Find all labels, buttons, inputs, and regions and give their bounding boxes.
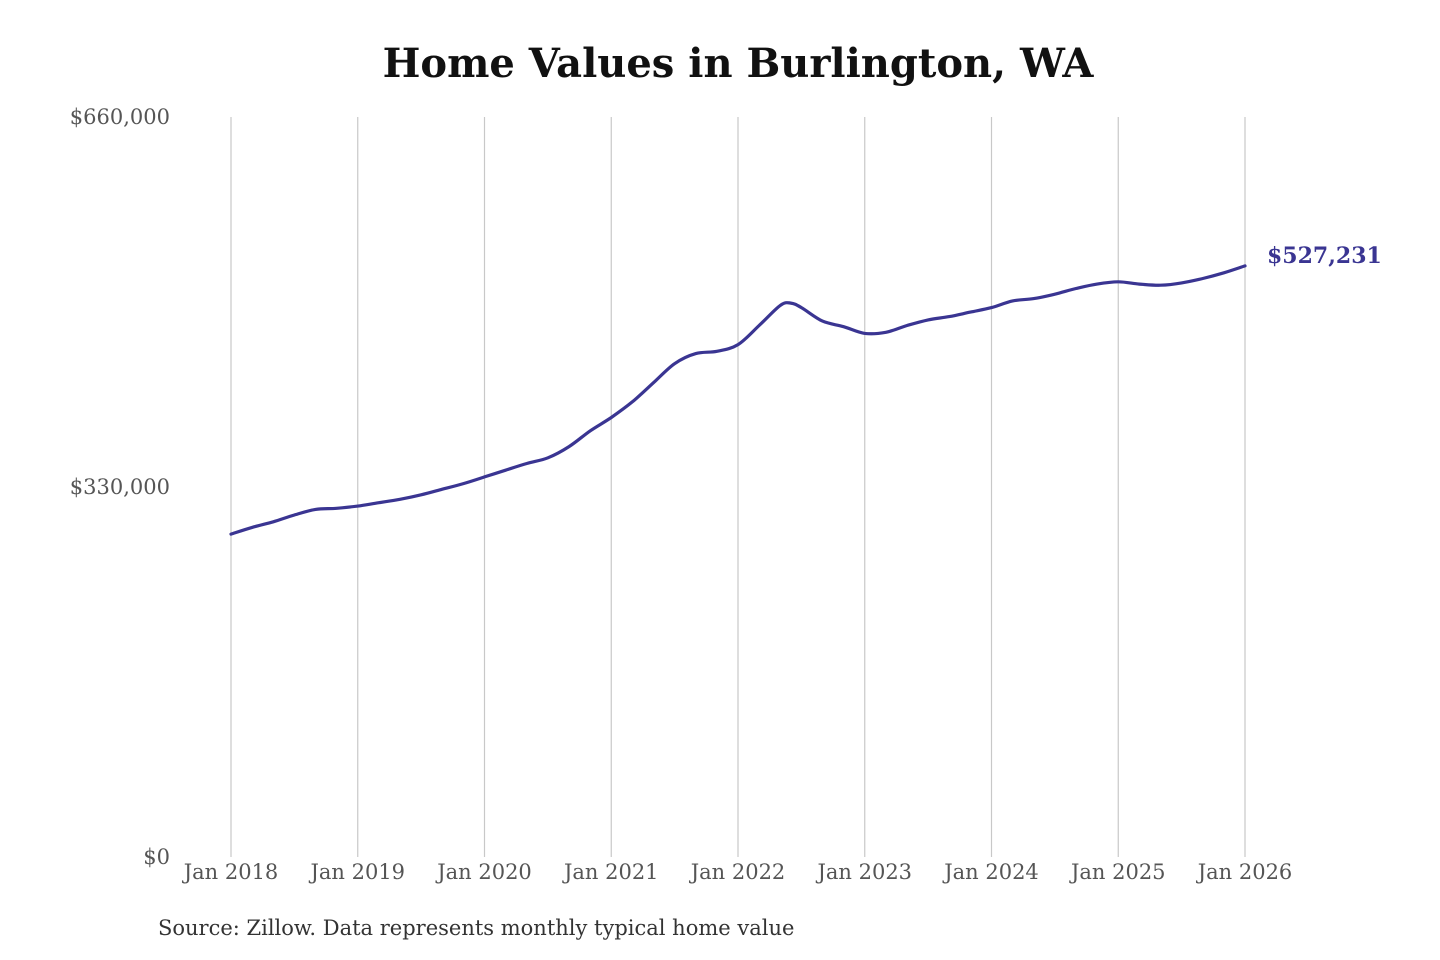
x-tick-label: Jan 2022 bbox=[689, 860, 786, 884]
series-layer: $527,231 bbox=[229, 243, 1382, 536]
chart-title: Home Values in Burlington, WA bbox=[382, 40, 1094, 87]
end-value-label: $527,231 bbox=[1267, 243, 1382, 269]
y-axis-ticks: $0 $330,000 $660,000 bbox=[70, 105, 170, 869]
y-tick-label: $0 bbox=[143, 845, 170, 869]
x-tick-label: Jan 2021 bbox=[562, 860, 659, 884]
x-tick-label: Jan 2018 bbox=[182, 860, 279, 884]
series-line bbox=[229, 264, 1247, 536]
x-tick-label: Jan 2023 bbox=[815, 860, 912, 884]
x-tick-label: Jan 2020 bbox=[435, 860, 532, 884]
y-tick-label: $660,000 bbox=[70, 105, 170, 129]
y-tick-label: $330,000 bbox=[70, 475, 170, 499]
x-tick-label: Jan 2025 bbox=[1069, 860, 1166, 884]
gridlines bbox=[230, 117, 1246, 857]
x-tick-label: Jan 2024 bbox=[942, 860, 1039, 884]
x-tick-label: Jan 2026 bbox=[1196, 860, 1293, 884]
x-axis-ticks: Jan 2018 Jan 2019 Jan 2020 Jan 2021 Jan 2022… bbox=[182, 860, 1293, 884]
x-tick-label: Jan 2019 bbox=[308, 860, 405, 884]
source-note: Source: Zillow. Data represents monthly … bbox=[158, 916, 795, 940]
